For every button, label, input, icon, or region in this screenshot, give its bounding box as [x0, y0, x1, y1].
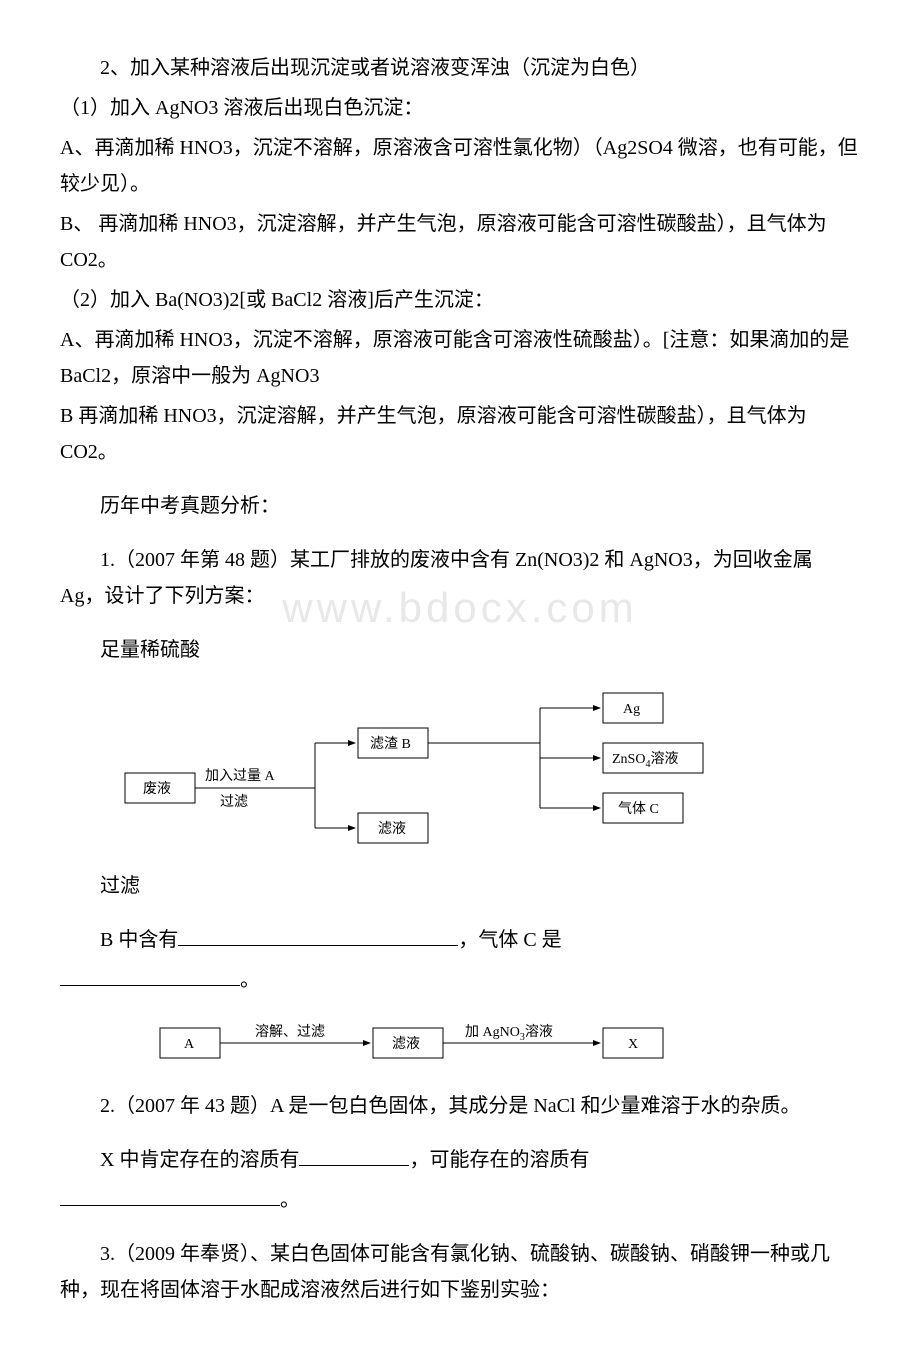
flowchart-1: 废液 加入过量 A 过滤 滤渣 B 滤液	[120, 688, 860, 848]
q2-blank-2	[60, 1205, 280, 1206]
q2-fill-2: 。	[60, 1182, 860, 1218]
flowchart-2-svg: A 溶解、过滤 滤液 加 AgNO3溶液 X	[120, 1018, 740, 1068]
node-waste: 废液	[143, 781, 171, 797]
q2-fill-suffix: 。	[280, 1189, 300, 1211]
q2-fill: X 中肯定存在的溶质有 ，可能存在的溶质有	[60, 1142, 860, 1178]
edge-add-agno3: 加 AgNO3溶液	[465, 1024, 553, 1043]
q1-fill: B 中含有 ，气体 C 是	[60, 922, 860, 958]
q1-label-filter: 过滤	[60, 868, 860, 904]
q1-fill-prefix: B 中含有	[100, 929, 178, 951]
flowchart-2: A 溶解、过滤 滤液 加 AgNO3溶液 X	[120, 1018, 860, 1068]
node-residue-b: 滤渣 B	[370, 736, 411, 752]
node-filtrate-1: 滤液	[378, 821, 406, 837]
sub2-title: （2）加入 Ba(NO3)2[或 BaCl2 溶液]后产生沉淀：	[60, 282, 860, 318]
flowchart-1-svg: 废液 加入过量 A 过滤 滤渣 B 滤液	[120, 688, 770, 848]
q2-blank-1	[299, 1165, 409, 1166]
node-x: X	[628, 1037, 638, 1052]
q1-blank-2	[60, 985, 240, 986]
q1-prompt: 1.（2007 年第 48 题）某工厂排放的废液中含有 Zn(NO3)2 和 A…	[60, 542, 860, 614]
edge-add-a: 加入过量 A	[205, 768, 275, 784]
sub1-title: （1）加入 AgNO3 溶液后出现白色沉淀：	[60, 90, 860, 126]
node-gas-c: 气体 C	[618, 801, 659, 817]
node-ag: Ag	[623, 702, 640, 717]
sub1-b: B、 再滴加稀 HNO3，沉淀溶解，并产生气泡，原溶液可能含可溶性碳酸盐），且气…	[60, 206, 860, 278]
q2-prompt: 2.（2007 年 43 题）A 是一包白色固体，其成分是 NaCl 和少量难溶…	[60, 1088, 860, 1124]
q3-prompt: 3.（2009 年奉贤）、某白色固体可能含有氯化钠、硫酸钠、碳酸钠、硝酸钾一种或…	[60, 1236, 860, 1308]
q2-fill-mid: ，可能存在的溶质有	[409, 1149, 589, 1171]
q1-fill-mid: ，气体 C 是	[458, 929, 561, 951]
q1-blank-1	[178, 945, 458, 946]
sub1-a: A、再滴加稀 HNO3，沉淀不溶解，原溶液含可溶性氯化物）（Ag2SO4 微溶，…	[60, 130, 860, 202]
sub2-a: A、再滴加稀 HNO3，沉淀不溶解，原溶液可能含可溶液性硫酸盐）。[注意：如果滴…	[60, 322, 860, 394]
sub2-b: B 再滴加稀 HNO3，沉淀溶解，并产生气泡，原溶液可能含可溶性碳酸盐），且气体…	[60, 398, 860, 470]
node-a: A	[184, 1037, 195, 1052]
document-content: 2、加入某种溶液后出现沉淀或者说溶液变浑浊（沉淀为白色） （1）加入 AgNO3…	[60, 50, 860, 1308]
q1-label-sulfuric: 足量稀硫酸	[60, 632, 860, 668]
section-1-title: 2、加入某种溶液后出现沉淀或者说溶液变浑浊（沉淀为白色）	[60, 50, 860, 86]
edge-dissolve: 溶解、过滤	[255, 1024, 325, 1040]
q1-fill-2: 。	[60, 962, 860, 998]
q1-fill-suffix: 。	[240, 969, 260, 991]
q2-fill-prefix: X 中肯定存在的溶质有	[100, 1149, 299, 1171]
node-filtrate-2: 滤液	[392, 1036, 420, 1052]
edge-filter-1: 过滤	[220, 794, 248, 810]
history-title: 历年中考真题分析：	[60, 488, 860, 524]
